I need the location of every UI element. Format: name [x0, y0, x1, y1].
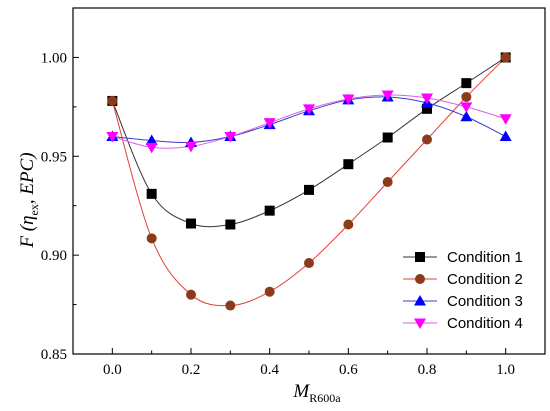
data-point: [460, 110, 473, 122]
y-axis-label-post: , EPC): [17, 152, 38, 204]
data-point: [382, 176, 393, 187]
series-lines: [111, 57, 507, 307]
y-axis-label-eta: η: [17, 215, 38, 224]
data-point: [264, 286, 275, 297]
y-axis-label-eta-sub: ex: [27, 204, 41, 215]
data-point: [499, 130, 512, 142]
data-point: [422, 103, 432, 114]
legend-item-4: Condition 4: [403, 315, 523, 332]
x-axis: 0.0 0.2 0.4 0.6 0.8 1.0: [72, 348, 546, 378]
legend-item-3: Condition 3: [403, 293, 523, 310]
y-tick-label: 0.85: [41, 347, 67, 363]
y-axis-label: F (ηex, EPC): [17, 152, 41, 248]
data-point: [303, 104, 315, 115]
legend-label: Condition 2: [447, 271, 523, 288]
legend: Condition 1 Condition 2 Condition 3 Conditi…: [403, 249, 523, 332]
series-2-points: [107, 52, 511, 311]
data-point: [304, 184, 314, 195]
legend-marker: [415, 252, 425, 262]
data-point: [186, 218, 196, 229]
data-point: [107, 95, 118, 106]
series-line-4: [112, 94, 506, 149]
data-point: [304, 258, 314, 269]
series-line-2: [111, 57, 507, 307]
x-tick-label: 0.0: [103, 362, 122, 378]
x-tick-label: 0.4: [260, 362, 279, 378]
y-axis-label-pre: F (: [17, 223, 38, 248]
data-point: [145, 142, 158, 154]
legend-label: Condition 3: [447, 293, 523, 310]
x-axis-label: MR600a: [292, 381, 341, 405]
data-point: [145, 134, 158, 145]
legend-item-1: Condition 1: [403, 249, 523, 266]
data-point: [422, 134, 432, 145]
y-tick-label: 0.95: [41, 149, 67, 165]
data-point: [186, 289, 196, 300]
legend-label: Condition 1: [447, 249, 523, 266]
data-point: [225, 300, 236, 311]
data-point: [106, 132, 119, 143]
data-point: [225, 219, 236, 230]
data-point: [461, 78, 472, 89]
series-3-points: [106, 90, 512, 147]
y-axis: 0.85 0.90 0.95 1.00: [41, 7, 79, 363]
legend-label: Condition 4: [447, 315, 523, 332]
y-tick-label: 1.00: [41, 50, 67, 66]
series-1-points: [107, 52, 511, 230]
series-4-points: [106, 90, 512, 154]
x-tick-label: 0.8: [418, 362, 437, 378]
data-point: [264, 205, 275, 216]
series-markers: [106, 52, 512, 311]
legend-marker: [414, 295, 426, 306]
data-point: [499, 114, 512, 125]
legend-item-2: Condition 2: [403, 271, 523, 288]
data-point: [146, 188, 157, 199]
data-point: [263, 118, 276, 129]
x-tick-label: 0.2: [182, 362, 201, 378]
x-axis-label-main: M: [292, 381, 310, 402]
x-tick-label: 1.0: [496, 362, 515, 378]
legend-marker: [415, 274, 425, 284]
data-point: [500, 52, 511, 63]
y-tick-label: 0.90: [41, 248, 67, 264]
data-point: [342, 94, 355, 105]
data-point: [461, 91, 472, 102]
data-point: [460, 102, 473, 113]
data-point: [146, 233, 157, 244]
data-point: [343, 219, 354, 230]
data-point: [185, 141, 197, 153]
legend-marker: [414, 318, 426, 329]
data-point: [343, 159, 354, 170]
x-tick-label: 0.6: [339, 362, 358, 378]
data-point: [224, 132, 237, 143]
series-line-3: [112, 96, 506, 144]
data-point: [382, 132, 393, 143]
data-point: [421, 93, 433, 104]
x-axis-label-sub: R600a: [309, 391, 341, 405]
data-point: [381, 90, 394, 101]
